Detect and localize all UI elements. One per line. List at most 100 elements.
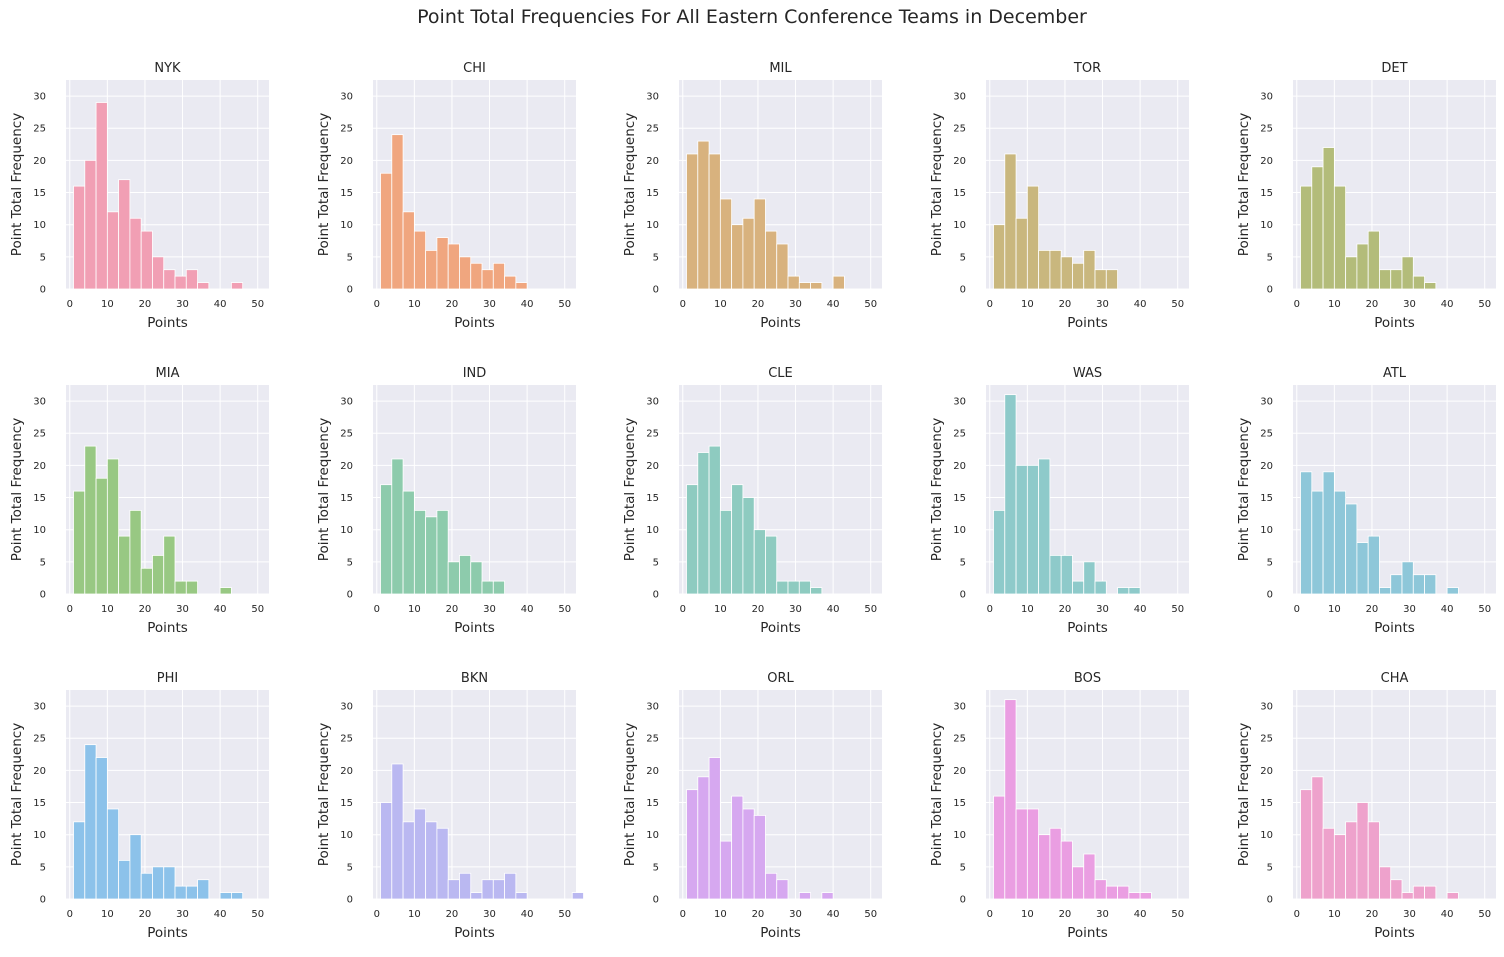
histogram-bar [1004, 699, 1017, 900]
histogram-panel-mil: 0 10 20 30 40 50 0 5 10 15 20 25 30 Points Point Total… [622, 61, 882, 331]
x-axis-label: Points [454, 315, 495, 331]
y-tick-label: 15 [1260, 188, 1273, 199]
y-tick-label: 15 [646, 188, 659, 199]
panel-title: BKN [461, 671, 488, 686]
y-tick-label: 15 [33, 798, 46, 809]
histogram-panel-bos: 0 10 20 30 40 50 0 5 10 15 20 25 30 Points Point Total… [929, 671, 1189, 941]
y-tick-label: 5 [347, 862, 353, 873]
y-axis-label: Point Total Frequency [929, 723, 945, 866]
histogram-bar [73, 821, 86, 900]
x-tick-label: 50 [251, 909, 264, 920]
histogram-bar [776, 879, 789, 900]
y-tick-label: 30 [1260, 92, 1273, 103]
x-tick-label: 0 [987, 299, 993, 310]
histogram-bar [1333, 185, 1347, 290]
x-tick-label: 0 [680, 604, 686, 615]
y-tick-label: 5 [1267, 252, 1273, 263]
histogram-bar [993, 224, 1006, 290]
histogram-bar [1026, 464, 1040, 595]
histogram-bar [1322, 147, 1335, 290]
histogram-bar [753, 529, 766, 595]
y-tick-label: 5 [347, 557, 353, 568]
histogram-bar [163, 866, 176, 900]
histogram-panel-mia: 0 10 20 30 40 50 0 5 10 15 20 25 30 Points Point Total… [9, 366, 269, 636]
histogram-bar [1345, 256, 1358, 290]
histogram-bar [459, 872, 472, 900]
x-tick-label: 30 [483, 909, 496, 920]
histogram-bar [1139, 892, 1152, 900]
histogram-bar [1401, 561, 1414, 595]
y-axis-label: Point Total Frequency [929, 418, 945, 561]
y-tick-label: 20 [340, 156, 353, 167]
x-tick-label: 20 [1366, 299, 1379, 310]
y-tick-label: 15 [340, 188, 353, 199]
x-tick-label: 30 [789, 909, 802, 920]
x-tick-label: 10 [714, 299, 727, 310]
histogram-bar [810, 587, 823, 595]
y-tick-label: 0 [40, 285, 46, 296]
y-tick-label: 25 [953, 429, 966, 440]
histogram-bar [1401, 892, 1414, 900]
histogram-bar [1311, 166, 1324, 290]
x-tick-label: 20 [1059, 604, 1072, 615]
y-tick-label: 25 [953, 734, 966, 745]
panel-title: NYK [154, 61, 181, 76]
histogram-bar [118, 535, 131, 595]
panel-title: BOS [1074, 671, 1101, 686]
x-tick-label: 20 [446, 604, 459, 615]
y-tick-label: 25 [1260, 429, 1273, 440]
histogram-bar [993, 509, 1006, 595]
histogram-bar [832, 275, 845, 290]
x-tick-label: 10 [1021, 604, 1034, 615]
x-tick-label: 40 [214, 299, 227, 310]
x-axis-label: Points [1067, 620, 1108, 636]
y-tick-label: 0 [960, 285, 966, 296]
panel-title: ATL [1383, 366, 1407, 381]
histogram-bar [787, 275, 800, 290]
histogram-bar [1424, 282, 1437, 290]
histogram-bar [708, 153, 721, 290]
histogram-bar [1038, 250, 1051, 290]
x-tick-label: 30 [789, 604, 802, 615]
x-axis-label: Points [1067, 315, 1108, 331]
y-tick-label: 5 [653, 252, 659, 263]
x-tick-label: 0 [374, 604, 380, 615]
histogram-bar [686, 484, 699, 595]
histogram-bar [708, 445, 721, 595]
histogram-bar [697, 452, 710, 595]
x-tick-label: 40 [827, 909, 840, 920]
y-axis-label: Point Total Frequency [316, 723, 332, 866]
histogram-bar [1356, 542, 1369, 595]
histogram-bar [425, 516, 438, 595]
y-tick-label: 10 [953, 525, 966, 536]
y-tick-label: 0 [960, 895, 966, 906]
y-tick-label: 0 [653, 590, 659, 601]
y-tick-label: 15 [1260, 493, 1273, 504]
figure-title: Point Total Frequencies For All Eastern … [417, 6, 1087, 28]
x-tick-label: 20 [1366, 909, 1379, 920]
x-tick-label: 40 [521, 909, 534, 920]
y-tick-label: 30 [33, 702, 46, 713]
histogram-bar [697, 140, 710, 290]
histogram-bar [1083, 561, 1096, 595]
x-tick-label: 50 [864, 604, 877, 615]
y-tick-label: 25 [33, 429, 46, 440]
histogram-bar [1311, 490, 1324, 595]
histogram-bar [402, 211, 415, 290]
histogram-bar [515, 282, 528, 290]
y-tick-label: 5 [1267, 862, 1273, 873]
histogram-panel-bkn: 0 10 20 30 40 50 0 5 10 15 20 25 30 Points Point Total… [316, 671, 584, 941]
histogram-bar [1094, 269, 1107, 290]
y-tick-label: 15 [340, 798, 353, 809]
y-tick-label: 5 [960, 557, 966, 568]
histogram-bar [765, 535, 778, 595]
histogram-bar [73, 185, 86, 290]
histogram-panel-was: 0 10 20 30 40 50 0 5 10 15 20 25 30 Points Point Total… [929, 366, 1189, 636]
y-tick-label: 10 [953, 220, 966, 231]
x-tick-label: 50 [1478, 299, 1491, 310]
histogram-bar [129, 217, 142, 290]
histogram-bar [708, 757, 721, 900]
histogram-bar [470, 262, 483, 290]
panel-title: IND [463, 366, 487, 381]
histogram-bar [686, 789, 699, 900]
